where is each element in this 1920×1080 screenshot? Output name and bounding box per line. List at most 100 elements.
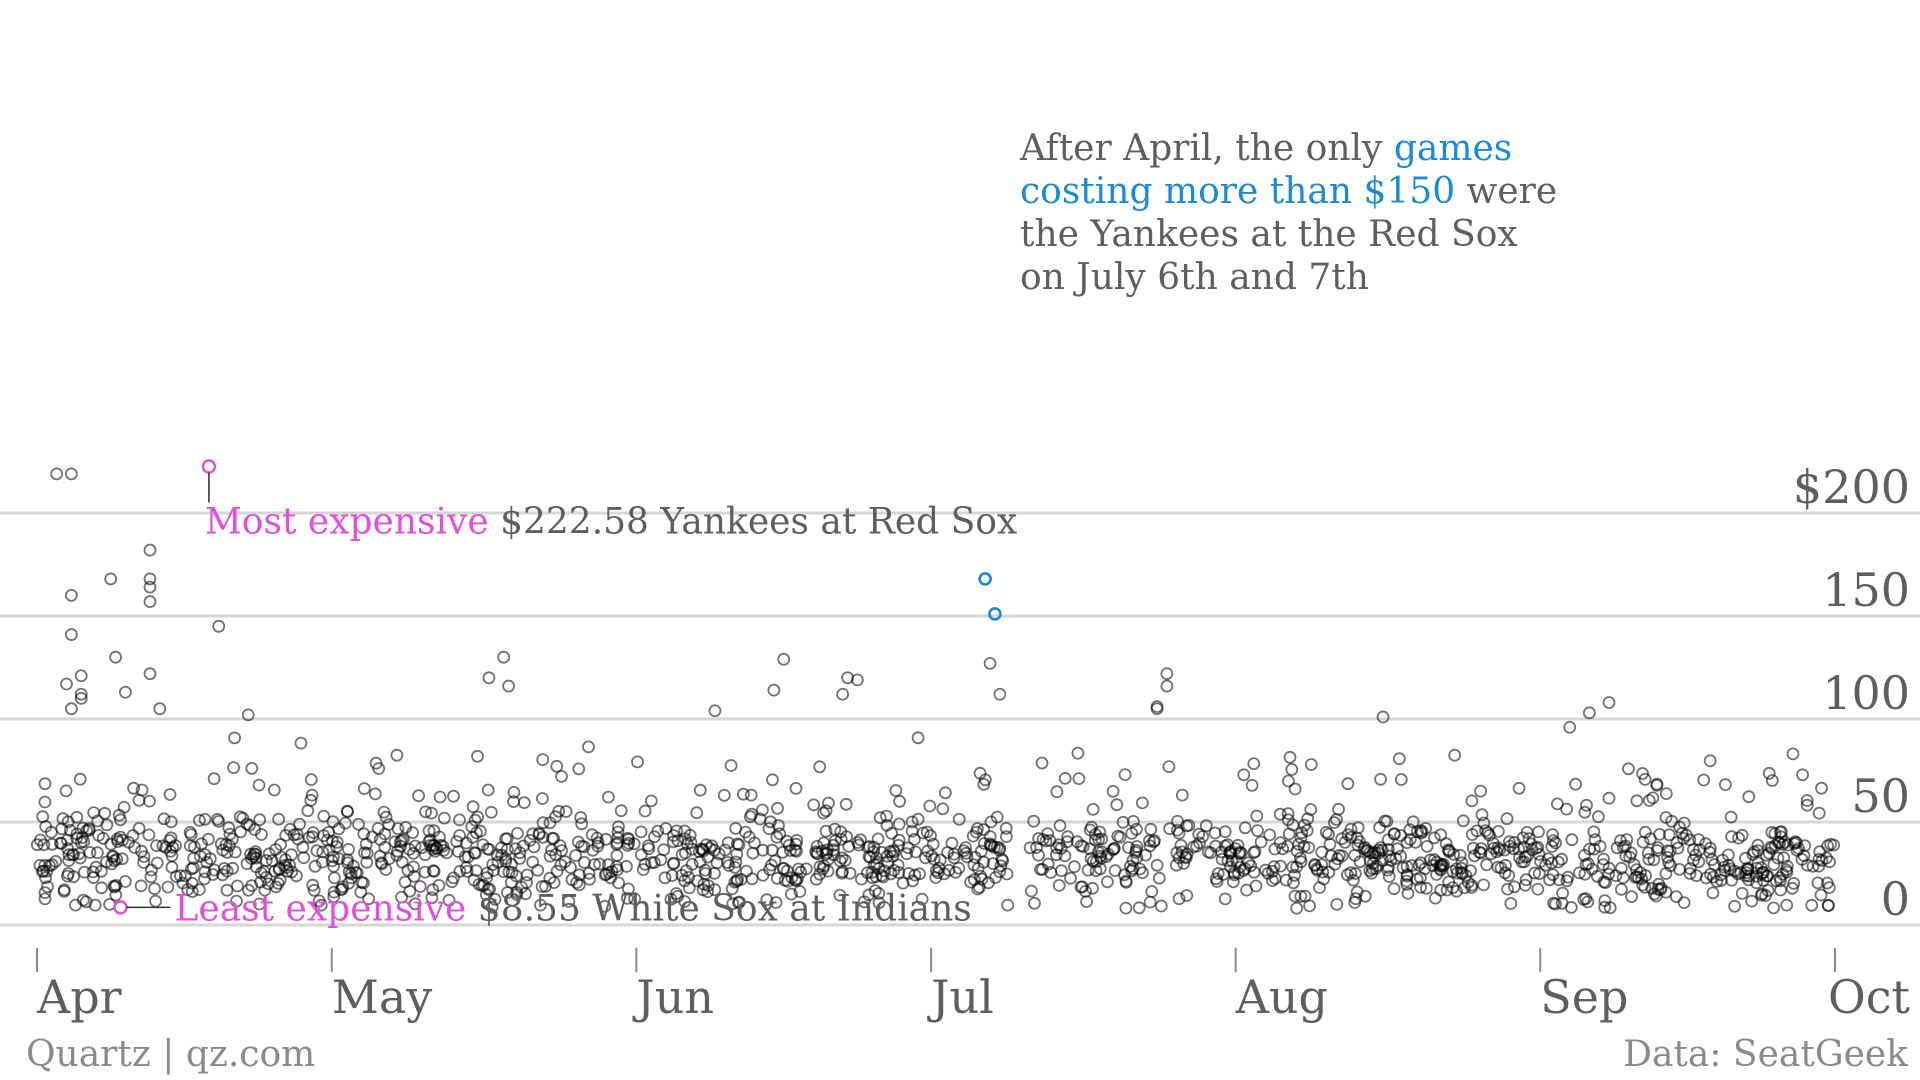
data-point (792, 862, 805, 876)
data-point (726, 897, 740, 911)
data-point (272, 863, 286, 877)
data-point (1170, 858, 1183, 872)
data-point (59, 784, 73, 798)
data-point (1615, 883, 1628, 896)
data-point (507, 786, 521, 799)
data-point (1774, 874, 1787, 888)
data-point (1556, 886, 1569, 900)
data-point (785, 887, 798, 901)
footer-source-right: Data: SeatGeek (1623, 1034, 1909, 1075)
data-point (352, 817, 365, 831)
data-point (220, 845, 234, 859)
data-point (1630, 794, 1644, 808)
data-point (342, 843, 355, 856)
data-point (1477, 878, 1490, 892)
data-point (967, 858, 981, 872)
data-point (1126, 853, 1140, 867)
data-point (1706, 886, 1720, 900)
data-point (739, 825, 752, 839)
data-point (1750, 861, 1764, 875)
data-point (1392, 752, 1406, 766)
data-point (87, 871, 100, 884)
data-point (1456, 867, 1469, 881)
data-point (1732, 831, 1745, 845)
data-point (112, 808, 126, 822)
data-point (86, 865, 100, 879)
data-point (184, 828, 198, 841)
outlier-point (767, 683, 781, 697)
data-point (1454, 861, 1468, 875)
outlier-point (1150, 702, 1164, 716)
data-point (734, 873, 748, 886)
outlier-point (64, 589, 78, 602)
data-point (644, 794, 658, 808)
outlier-point (104, 572, 118, 586)
data-point (1050, 841, 1064, 855)
data-point (885, 826, 898, 840)
data-point (1247, 865, 1261, 879)
data-point (1822, 881, 1836, 894)
data-point (1394, 849, 1407, 863)
data-point (822, 796, 835, 810)
data-point (813, 760, 827, 774)
data-point (226, 861, 240, 875)
outlier-point (1376, 710, 1390, 724)
data-point (245, 762, 259, 775)
data-point (1341, 777, 1355, 791)
data-point (1319, 825, 1333, 839)
data-point (820, 846, 834, 860)
data-point (978, 773, 992, 787)
data-point (77, 835, 91, 848)
data-point (1080, 895, 1093, 908)
data-point (57, 883, 71, 897)
data-point (622, 882, 635, 896)
data-point (1101, 875, 1114, 889)
data-point (39, 871, 52, 885)
data-point (1250, 809, 1264, 823)
data-point (227, 761, 241, 774)
data-point (1786, 747, 1800, 761)
data-point (427, 865, 441, 878)
data-point (127, 781, 141, 795)
data-point (1414, 880, 1427, 894)
data-point (867, 845, 880, 859)
data-point (1491, 860, 1505, 874)
data-point (1551, 855, 1565, 869)
data-point (1812, 859, 1826, 873)
outlier-point (777, 652, 791, 666)
data-point (453, 829, 467, 842)
data-point (70, 810, 84, 824)
data-point (1348, 849, 1362, 862)
data-point (1800, 798, 1814, 812)
data-point (1470, 824, 1484, 838)
data-point (1328, 816, 1341, 829)
data-point (1513, 851, 1526, 864)
data-point (690, 874, 704, 888)
data-point (1083, 842, 1097, 856)
data-point (642, 842, 656, 856)
data-point (427, 824, 441, 838)
data-point (685, 842, 699, 856)
data-point (789, 837, 803, 851)
data-point (1403, 823, 1417, 837)
data-point (134, 879, 148, 893)
data-point (137, 850, 151, 863)
data-point (1638, 881, 1652, 894)
data-point (249, 860, 263, 874)
data-point (520, 876, 533, 889)
data-point (433, 790, 447, 804)
data-point (1290, 860, 1303, 874)
y-tick-label-50: 50 (1851, 769, 1910, 823)
data-point (1565, 833, 1579, 847)
data-point (1310, 863, 1324, 877)
data-point (198, 865, 212, 879)
data-point (915, 892, 929, 906)
data-point (1180, 889, 1194, 902)
data-point (1448, 748, 1462, 762)
data-point (1344, 866, 1358, 880)
data-point (924, 829, 937, 843)
data-point (1715, 873, 1728, 887)
data-point (1072, 772, 1086, 785)
data-point (1670, 836, 1684, 849)
least-expensive-label: Least expensive (175, 888, 467, 929)
